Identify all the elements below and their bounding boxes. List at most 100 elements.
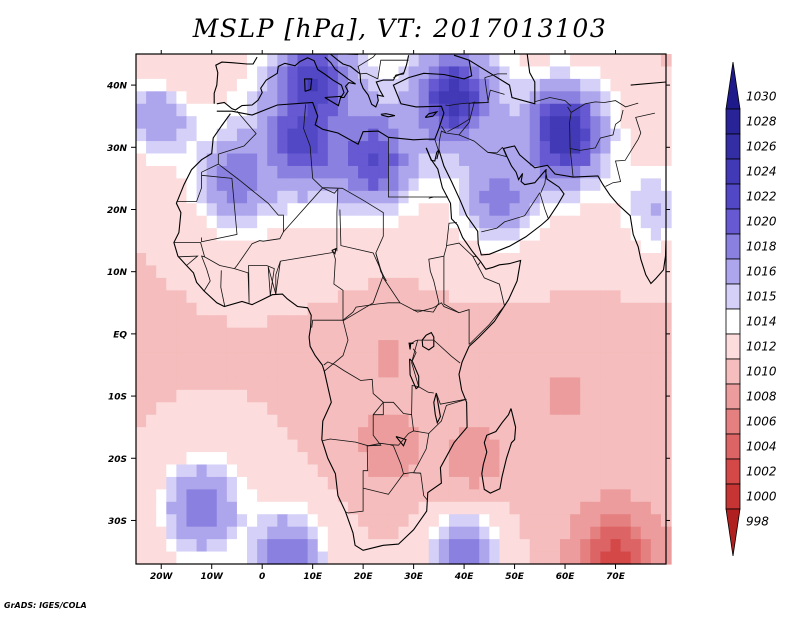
pressure-cell — [650, 315, 662, 329]
pressure-cell — [166, 128, 177, 142]
pressure-cell — [590, 352, 601, 366]
pressure-cell — [519, 265, 531, 279]
pressure-cell — [580, 315, 591, 329]
pressure-cell — [146, 489, 157, 503]
pressure-cell — [277, 489, 289, 503]
footer-credit: GrADS: IGES/COLA — [4, 601, 87, 610]
pressure-cell — [610, 427, 622, 441]
pressure-cell — [287, 427, 299, 441]
pressure-cell — [519, 190, 531, 204]
pressure-cell — [519, 526, 531, 540]
pressure-cell — [459, 141, 470, 155]
pressure-cell — [650, 427, 662, 441]
pressure-cell — [448, 78, 460, 92]
pressure-cell — [539, 439, 551, 453]
pressure-cell — [560, 178, 571, 192]
pressure-cell — [469, 203, 480, 217]
pressure-cell — [307, 203, 319, 217]
pressure-cell — [438, 165, 450, 179]
country-border — [267, 261, 281, 296]
pressure-cell — [307, 153, 319, 167]
colorbar: 1030102810261024102210201018101610151014… — [725, 61, 777, 557]
pressure-cell — [650, 103, 662, 117]
pressure-cell — [398, 464, 410, 478]
pressure-cell — [146, 340, 157, 354]
pressure-cell — [580, 203, 591, 217]
pressure-cell — [156, 452, 167, 466]
pressure-cell — [529, 389, 541, 403]
pressure-cell — [438, 514, 450, 528]
pressure-cell — [640, 78, 652, 92]
pressure-cell — [267, 103, 278, 117]
pressure-cell — [156, 476, 167, 490]
pressure-cell — [206, 315, 218, 329]
pressure-cell — [539, 476, 551, 490]
pressure-cell — [590, 327, 601, 341]
pressure-cell — [186, 389, 198, 403]
pressure-cell — [257, 302, 268, 316]
pressure-cell — [459, 327, 470, 341]
pressure-cell — [529, 228, 541, 242]
pressure-cell — [459, 265, 470, 279]
pressure-cell — [408, 128, 420, 142]
pressure-cell — [378, 141, 389, 155]
pressure-cell — [509, 302, 521, 316]
pressure-cell — [216, 91, 228, 105]
colorbar-label: 1012 — [746, 340, 777, 354]
pressure-cell — [156, 240, 167, 254]
pressure-cell — [459, 402, 470, 416]
pressure-cell — [539, 240, 551, 254]
pressure-cell — [610, 91, 622, 105]
pressure-cell — [257, 116, 268, 130]
country-border — [201, 174, 238, 243]
pressure-cell — [267, 352, 278, 366]
pressure-cell — [448, 364, 460, 379]
pressure-cell — [580, 290, 591, 304]
pressure-cell — [236, 539, 248, 553]
pressure-cell — [368, 489, 379, 503]
pressure-cell — [438, 78, 450, 92]
pressure-cell — [479, 476, 490, 490]
pressure-cell — [459, 414, 470, 428]
pressure-cell — [469, 66, 480, 80]
pressure-cell — [640, 66, 652, 80]
pressure-cell — [509, 501, 521, 515]
pressure-cell — [358, 539, 369, 553]
pressure-cell — [307, 539, 319, 553]
pressure-cell — [226, 476, 238, 490]
coastline — [630, 81, 666, 86]
pressure-cell — [337, 489, 349, 503]
pressure-cell — [459, 439, 470, 453]
pressure-cell — [630, 439, 642, 453]
pressure-cell — [348, 439, 359, 453]
pressure-cell — [307, 165, 319, 179]
pressure-cell — [166, 54, 177, 68]
pressure-cell — [539, 91, 551, 105]
pressure-cell — [600, 464, 612, 478]
pressure-cell — [580, 526, 591, 540]
colorbar-swatch — [725, 433, 741, 460]
pressure-cell — [448, 290, 460, 304]
pressure-cell — [277, 91, 289, 105]
pressure-cell — [630, 54, 642, 68]
pressure-cell — [368, 253, 379, 267]
pressure-cell — [630, 389, 642, 403]
pressure-cell — [206, 364, 218, 379]
pressure-cell — [378, 277, 389, 291]
pressure-cell — [428, 302, 440, 316]
pressure-cell — [519, 277, 531, 291]
pressure-cell — [499, 476, 511, 490]
pressure-cell — [216, 377, 228, 391]
pressure-cell — [479, 352, 490, 366]
pressure-cell — [247, 228, 258, 242]
pressure-cell — [408, 178, 420, 192]
pressure-cell — [337, 414, 349, 428]
pressure-cell — [216, 103, 228, 117]
pressure-cell — [297, 253, 309, 267]
pressure-cell — [408, 116, 420, 130]
pressure-cell — [216, 414, 228, 428]
x-tick-label: 50E — [505, 572, 525, 582]
pressure-cell — [539, 277, 551, 291]
pressure-cell — [146, 141, 157, 155]
pressure-cell — [297, 302, 309, 316]
